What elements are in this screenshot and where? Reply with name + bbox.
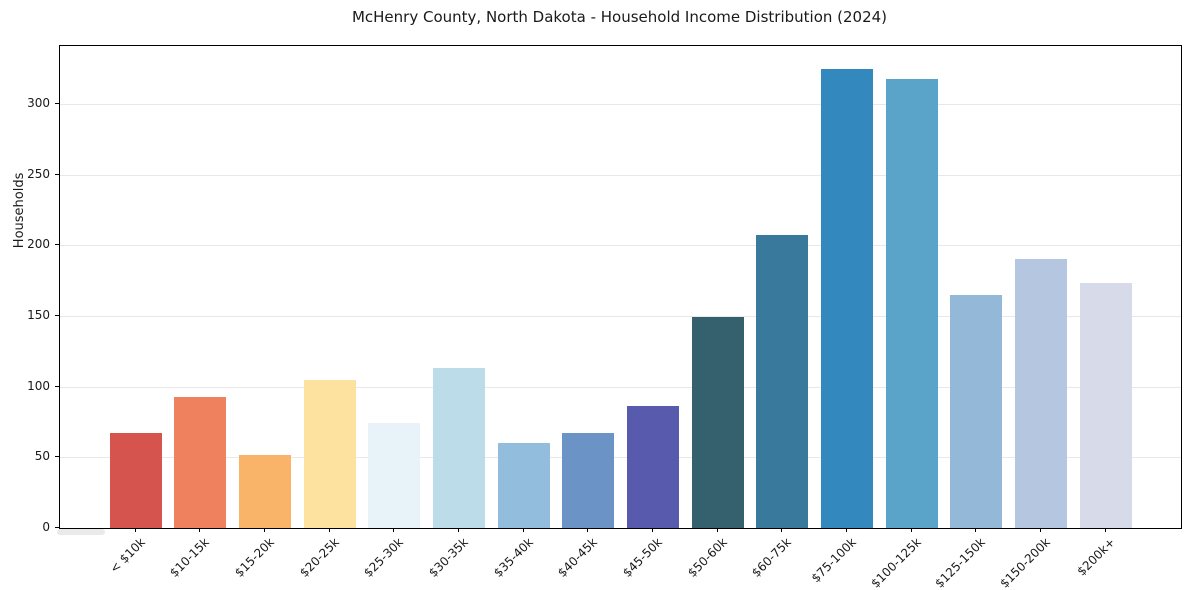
y-tick-mark-250	[55, 173, 59, 175]
bar-150-200k	[1014, 259, 1067, 528]
x-tick-mark-6	[522, 528, 524, 532]
x-tick-mark-9	[716, 528, 718, 532]
plot-area	[59, 45, 1182, 529]
bar-10k	[109, 433, 162, 528]
gridline-y-250	[60, 174, 1181, 176]
bar-125-150k	[950, 294, 1003, 528]
bar-15-20k	[238, 454, 291, 528]
y-tick-label-200: 200	[27, 237, 50, 252]
y-tick-mark-50	[55, 456, 59, 458]
bar-60-75k	[756, 235, 809, 528]
x-tick-mark-3	[328, 528, 330, 532]
bar-200k	[1079, 283, 1132, 528]
gridline-y-150	[60, 315, 1181, 317]
gridline-y-100	[60, 386, 1181, 388]
x-tick-mark-12	[910, 528, 912, 532]
bar-50-60k	[691, 317, 744, 528]
bar-25-30k	[368, 423, 421, 528]
x-tick-mark-8	[651, 528, 653, 532]
x-tick-mark-5	[457, 528, 459, 532]
faint-pill-artifact	[57, 529, 105, 535]
x-tick-mark-10	[781, 528, 783, 532]
chart-title: McHenry County, North Dakota - Household…	[351, 8, 888, 26]
x-tick-mark-11	[845, 528, 847, 532]
x-tick-mark-1	[199, 528, 201, 532]
y-tick-label-50: 50	[34, 449, 50, 464]
y-tick-label-300: 300	[27, 95, 50, 110]
bar-10-15k	[174, 396, 227, 528]
y-tick-mark-200	[55, 244, 59, 246]
y-tick-label-150: 150	[27, 307, 50, 322]
x-tick-mark-0	[134, 528, 136, 532]
x-tick-label-10k: < $10k	[106, 535, 148, 576]
y-tick-label-100: 100	[27, 378, 50, 393]
y-tick-mark-0	[55, 527, 59, 528]
x-tick-mark-14	[1039, 528, 1041, 532]
x-tick-mark-13	[975, 528, 977, 532]
bar-40-45k	[562, 433, 615, 528]
y-tick-mark-150	[55, 314, 59, 316]
bar-45-50k	[626, 406, 679, 528]
bar-75-100k	[820, 68, 873, 528]
x-tick-mark-2	[263, 528, 265, 532]
bar-35-40k	[497, 443, 550, 528]
gridline-y-200	[60, 245, 1181, 247]
bar-20-25k	[303, 379, 356, 528]
y-tick-mark-100	[55, 385, 59, 387]
y-tick-label-250: 250	[27, 166, 50, 181]
y-tick-mark-300	[55, 102, 59, 104]
x-tick-mark-7	[587, 528, 589, 532]
x-tick-mark-15	[1104, 528, 1106, 532]
bar-100-125k	[885, 78, 938, 528]
x-tick-mark-4	[393, 528, 395, 532]
gridline-y-300	[60, 103, 1181, 105]
bar-30-35k	[432, 368, 485, 528]
y-tick-label-0: 0	[42, 520, 50, 534]
gridline-y-50	[60, 457, 1181, 459]
